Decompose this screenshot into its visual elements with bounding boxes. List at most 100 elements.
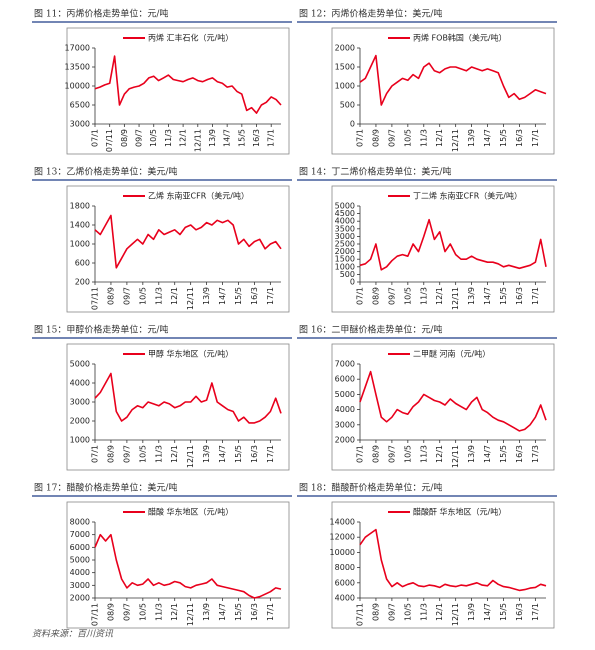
- x-tick-label: 16/3: [250, 603, 259, 621]
- x-tick-label: 17/1: [266, 287, 275, 305]
- x-tick-label: 12/11: [451, 445, 460, 468]
- y-tick-label: 7000: [70, 530, 90, 539]
- legend-label: 丙烯 FOB韩国（美元/吨）: [413, 33, 507, 43]
- x-tick-label: 16/3: [515, 445, 524, 463]
- x-tick-label: 09/7: [387, 445, 396, 463]
- source-note: 资料来源：百川资讯: [32, 629, 114, 640]
- y-tick-label: 13500: [65, 63, 90, 72]
- x-tick-label: 10/5: [403, 287, 412, 305]
- y-tick-label: 1000: [335, 262, 355, 271]
- chart-frame: [331, 27, 555, 155]
- y-tick-label: 14000: [330, 518, 355, 527]
- x-tick-label: 11/3: [154, 603, 163, 621]
- y-tick-label: 1000: [70, 240, 90, 249]
- y-tick-label: 500: [340, 101, 355, 110]
- x-tick-label: 08/9: [371, 603, 380, 621]
- x-tick-label: 09/7: [135, 129, 144, 147]
- y-tick-label: 2000: [335, 44, 355, 53]
- x-tick-label: 09/7: [387, 603, 396, 621]
- x-tick-label: 07/11: [91, 287, 100, 310]
- x-tick-label: 11/3: [419, 287, 428, 305]
- x-tick-label: 12/11: [186, 445, 195, 468]
- y-tick-label: 5000: [70, 360, 90, 369]
- x-tick-label: 13/9: [467, 445, 476, 463]
- price-line: [359, 218, 547, 271]
- x-tick-label: 15/5: [234, 445, 243, 463]
- y-tick-label: 4000: [70, 379, 90, 388]
- y-tick-label: 3000: [70, 581, 90, 590]
- x-tick-label: 17/1: [267, 129, 276, 147]
- x-tick-label: 16/3: [250, 287, 259, 305]
- figure-caption: 图 11：丙烯价格走势单位：元/吨: [34, 8, 168, 20]
- y-tick-label: 2000: [70, 417, 90, 426]
- x-tick-label: 12/1: [435, 603, 444, 621]
- x-tick-label: 12/1: [170, 287, 179, 305]
- x-tick-label: 07/11: [105, 129, 114, 152]
- y-tick-label: 1800: [70, 202, 90, 211]
- x-tick-label: 13/9: [467, 129, 476, 147]
- figure-caption: 图 18：醋酸酐价格走势单位：元/吨: [299, 482, 442, 494]
- x-tick-label: 15/5: [237, 129, 246, 147]
- x-tick-label: 09/7: [122, 287, 131, 305]
- x-tick-label: 13/9: [467, 287, 476, 305]
- y-tick-label: 1000: [70, 436, 90, 445]
- figure-caption: 图 15：甲醇价格走势单位：元/吨: [34, 324, 168, 336]
- x-tick-label: 08/9: [106, 603, 115, 621]
- x-tick-label: 13/9: [202, 445, 211, 463]
- y-tick-label: 2000: [70, 594, 90, 603]
- x-tick-label: 14/7: [483, 287, 492, 305]
- x-tick-label: 14/7: [218, 603, 227, 621]
- x-tick-label: 14/7: [218, 287, 227, 305]
- y-tick-label: 3500: [335, 224, 355, 233]
- price-line: [359, 54, 547, 106]
- x-tick-label: 11/3: [154, 287, 163, 305]
- x-tick-label: 12/1: [179, 129, 188, 147]
- chart-frame: [66, 27, 290, 155]
- y-tick-label: 600: [75, 259, 90, 268]
- legend-label: 醋酸 华东地区（元/吨）: [148, 507, 233, 517]
- x-tick-label: 13/9: [208, 129, 217, 147]
- legend-label: 二甲醚 河南（元/吨）: [413, 349, 490, 359]
- x-tick-label: 11/3: [154, 445, 163, 463]
- x-tick-label: 17/1: [531, 287, 540, 305]
- price-line: [94, 533, 282, 599]
- y-tick-label: 1000: [335, 82, 355, 91]
- y-tick-label: 7000: [335, 360, 355, 369]
- x-tick-label: 14/7: [483, 129, 492, 147]
- x-tick-label: 10/5: [403, 445, 412, 463]
- x-tick-label: 09/7: [122, 603, 131, 621]
- y-tick-label: 0: [350, 120, 355, 129]
- x-tick-label: 12/11: [451, 129, 460, 152]
- x-tick-label: 07/1: [356, 129, 365, 147]
- x-tick-label: 16/3: [515, 129, 524, 147]
- price-line: [94, 55, 282, 114]
- y-tick-label: 4000: [335, 594, 355, 603]
- legend-label: 丁二烯 东南亚CFR（美元/吨）: [413, 191, 522, 201]
- chart-frame: [331, 185, 555, 313]
- y-tick-label: 8000: [335, 563, 355, 572]
- x-tick-label: 14/7: [483, 445, 492, 463]
- x-tick-label: 14/7: [223, 129, 232, 147]
- x-tick-label: 12/1: [435, 129, 444, 147]
- x-tick-label: 11/3: [419, 603, 428, 621]
- x-tick-label: 10/5: [138, 603, 147, 621]
- y-tick-label: 1500: [335, 255, 355, 264]
- x-tick-label: 17/1: [531, 129, 540, 147]
- x-tick-label: 17/1: [266, 445, 275, 463]
- x-tick-label: 08/9: [371, 445, 380, 463]
- x-tick-label: 17/1: [531, 603, 540, 621]
- y-tick-label: 6000: [335, 375, 355, 384]
- x-tick-label: 07/1: [91, 129, 100, 147]
- y-tick-label: 6500: [70, 101, 90, 110]
- x-tick-label: 08/9: [120, 129, 129, 147]
- x-tick-label: 12/1: [170, 603, 179, 621]
- x-tick-label: 12/11: [193, 129, 202, 152]
- y-tick-label: 17000: [65, 44, 90, 53]
- y-tick-label: 3000: [70, 398, 90, 407]
- y-tick-label: 6000: [335, 578, 355, 587]
- x-tick-label: 13/9: [467, 603, 476, 621]
- figure-caption: 图 16：二甲醚价格走势单位：元/吨: [299, 324, 442, 336]
- x-tick-label: 11/3: [164, 129, 173, 147]
- x-tick-label: 08/9: [371, 287, 380, 305]
